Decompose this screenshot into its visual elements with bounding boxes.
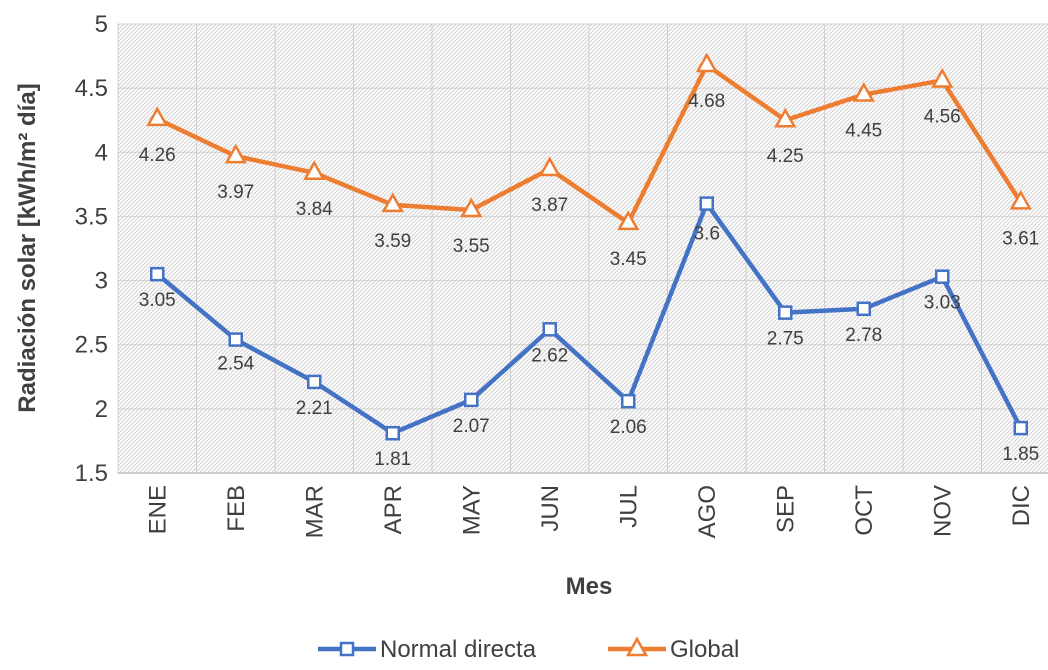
data-label: 3.87 — [531, 195, 568, 216]
data-label: 3.03 — [924, 293, 961, 314]
data-point — [460, 197, 483, 218]
data-point — [774, 107, 797, 128]
y-tick-label: 4.5 — [75, 75, 108, 102]
data-point — [617, 210, 640, 231]
x-tick-label: JUN — [537, 485, 564, 532]
data-point — [699, 196, 714, 211]
data-label: 3.55 — [453, 236, 490, 257]
x-tick-label: OCT — [851, 485, 878, 536]
data-point — [381, 192, 404, 213]
y-tick-label: 2.5 — [75, 332, 108, 359]
data-point — [935, 269, 950, 284]
x-tick-label: APR — [380, 485, 407, 534]
data-point — [621, 393, 636, 409]
data-point — [303, 160, 326, 181]
data-label: 4.26 — [139, 145, 176, 166]
data-label: 2.75 — [767, 329, 804, 350]
x-tick-label: NOV — [929, 485, 956, 537]
data-label: 3.61 — [1002, 228, 1039, 249]
data-point — [385, 425, 400, 441]
data-label: 2.54 — [217, 354, 254, 375]
data-label: 2.21 — [296, 398, 333, 419]
x-axis-title: Mes — [566, 573, 613, 600]
x-tick-label: ENE — [144, 485, 171, 534]
data-point — [538, 156, 561, 177]
x-axis: ENE FEB MAR APR MAY JUN JUL AGO SEP OCT NOV DIC — [118, 472, 1048, 538]
y-tick-label: 5 — [95, 11, 108, 38]
data-label: 4.68 — [688, 91, 725, 112]
x-tick-label: AGO — [694, 485, 721, 538]
x-tick-label: DIC — [1008, 485, 1035, 526]
data-label: 4.45 — [845, 121, 882, 142]
x-tick-label: FEB — [223, 485, 250, 532]
data-point — [146, 106, 169, 127]
data-point — [856, 301, 871, 317]
y-tick-label: 1.5 — [75, 460, 108, 487]
data-label: 3.05 — [139, 290, 176, 311]
series-line-global — [156, 62, 1023, 226]
data-label: 2.62 — [531, 345, 568, 366]
data-point — [852, 82, 875, 102]
data-label: 2.06 — [610, 417, 647, 438]
legend-label: Global — [670, 636, 739, 663]
data-point — [307, 374, 322, 390]
data-point — [542, 322, 557, 337]
data-label: 3.84 — [296, 199, 333, 220]
y-axis-title: Radiación solar [kWh/m² día] — [14, 83, 41, 412]
y-tick-label: 4 — [95, 139, 108, 166]
y-tick-label: 2 — [95, 396, 108, 423]
gridlines — [117, 23, 1048, 474]
legend: Normal directa Global — [318, 636, 739, 663]
series-line-normal-directa — [155, 201, 1023, 436]
data-label: 4.25 — [767, 146, 804, 167]
data-point — [464, 392, 479, 408]
data-point — [695, 52, 718, 73]
data-label: 1.81 — [374, 449, 411, 470]
data-label: 3.97 — [217, 182, 254, 203]
data-label: 2.78 — [845, 325, 882, 346]
data-point — [1009, 189, 1032, 210]
data-point — [228, 332, 243, 347]
x-tick-label: MAR — [301, 485, 328, 538]
data-point — [150, 266, 165, 282]
legend-marker — [625, 636, 649, 657]
legend-label: Normal directa — [380, 636, 537, 663]
data-label: 3.59 — [374, 231, 411, 252]
data-point — [224, 143, 247, 164]
x-tick-label: SEP — [772, 485, 799, 533]
plot-area — [118, 24, 1048, 473]
data-label: 4.56 — [924, 106, 961, 127]
x-tick-label: MAY — [458, 485, 485, 535]
y-tick-label: 3.5 — [75, 203, 108, 230]
data-label: 3.45 — [610, 249, 647, 270]
x-tick-label: JUL — [615, 485, 642, 528]
series-group — [146, 52, 1032, 441]
legend-marker — [339, 641, 355, 657]
y-axis: 1.5 2 2.5 3 3.5 4 4.5 5 — [75, 11, 108, 487]
data-point — [1013, 420, 1028, 436]
data-point — [778, 305, 793, 320]
data-point — [931, 67, 954, 88]
data-label: 2.07 — [453, 416, 490, 437]
data-label: 1.85 — [1002, 444, 1039, 465]
data-label: 3.6 — [694, 224, 720, 245]
data-labels: 3.05 2.54 2.21 1.81 2.07 2.62 2.06 3.6 2.75 2.78 3… — [139, 91, 1039, 470]
y-tick-label: 3 — [95, 268, 108, 295]
